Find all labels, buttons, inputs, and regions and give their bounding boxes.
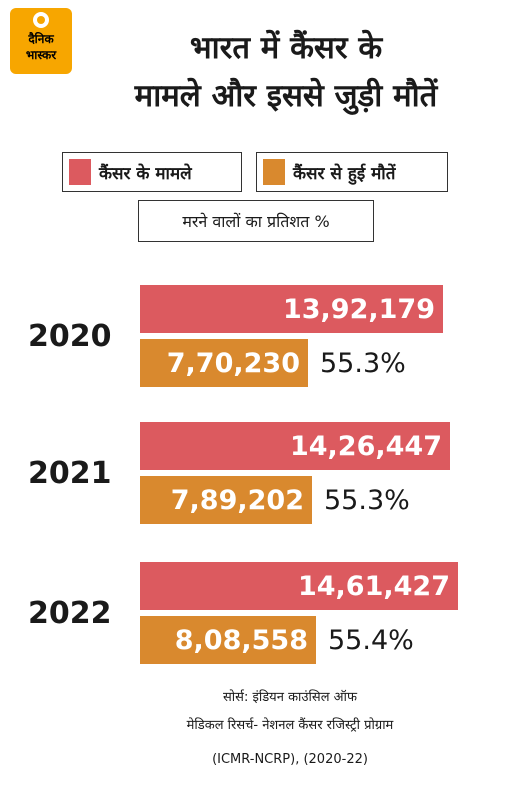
value-label-deaths-2021: 7,89,202 [170, 484, 304, 516]
year-label-2022: 2022 [28, 596, 112, 631]
dainik-bhaskar-logo: दैनिक भास्कर [10, 8, 72, 74]
logo-text-line1: दैनिक [28, 32, 54, 46]
bar-cases-2022: 14,61,427 [140, 562, 458, 610]
legend-swatch-deaths [263, 159, 285, 185]
percent-label-2021: 55.3% [324, 485, 410, 516]
bar-deaths-2020: 7,70,230 [140, 339, 308, 387]
source-line2: मेडिकल रिसर्च- नेशनल कैंसर रजिस्ट्री प्र… [186, 718, 394, 733]
legend-deaths: कैंसर से हुई मौतें [256, 152, 448, 192]
value-label-deaths-2020: 7,70,230 [166, 347, 300, 379]
bar-deaths-2022: 8,08,558 [140, 616, 316, 664]
percent-note: मरने वालों का प्रतिशत % [138, 200, 374, 242]
sun-icon [33, 12, 49, 28]
bar-cases-2020: 13,92,179 [140, 285, 443, 333]
year-label-2020: 2020 [28, 319, 112, 354]
year-label-2021: 2021 [28, 456, 112, 491]
chart-title-line1: भारत में कैंसर के [189, 30, 383, 66]
percent-label-2020: 55.3% [320, 348, 406, 379]
value-label-cases-2021: 14,26,447 [289, 430, 442, 462]
bar-deaths-2021: 7,89,202 [140, 476, 312, 524]
source-line1: सोर्स: इंडियन काउंसिल ऑफ [223, 690, 357, 705]
bar-cases-2021: 14,26,447 [140, 422, 450, 470]
chart-title-line2: मामले और इससे जुड़ी मौतें [134, 78, 438, 114]
logo-text-line2: भास्कर [25, 48, 57, 62]
legend-label-cases: कैंसर के मामले [99, 163, 192, 184]
value-label-deaths-2022: 8,08,558 [174, 624, 308, 656]
value-label-cases-2022: 14,61,427 [297, 570, 450, 602]
source-line3: (ICMR-NCRP), (2020-22) [212, 752, 368, 767]
percent-label-2022: 55.4% [328, 625, 414, 656]
legend-label-deaths: कैंसर से हुई मौतें [293, 163, 396, 184]
value-label-cases-2020: 13,92,179 [282, 293, 435, 325]
legend-swatch-cases [69, 159, 91, 185]
legend-cases: कैंसर के मामले [62, 152, 242, 192]
